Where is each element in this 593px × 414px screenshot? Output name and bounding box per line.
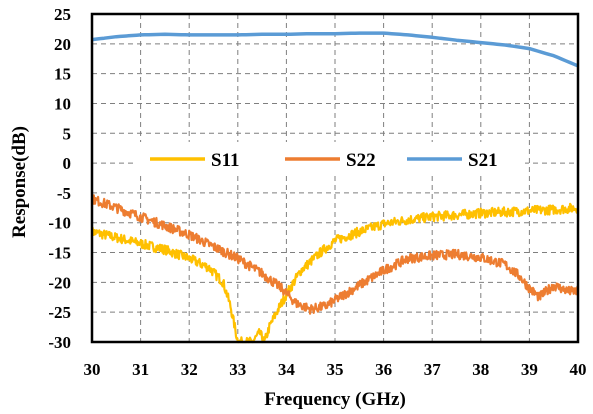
y-tick-label: -30 [48, 333, 71, 352]
tick-labels: 30 31 32 33 34 35 36 37 38 39 40 25 20 15 10 5 0 -5 -10 -15… [48, 5, 586, 379]
x-tick-label: 35 [327, 360, 344, 379]
y-tick-label: 15 [54, 65, 71, 84]
series-line-s11 [90, 202, 580, 344]
x-tick-label: 37 [424, 360, 442, 379]
y-tick-label: 10 [54, 94, 71, 113]
y-axis-title: Response(dB) [9, 126, 30, 238]
legend-label-s22: S22 [346, 150, 376, 171]
x-tick-label: 32 [181, 360, 198, 379]
x-tick-label: 36 [375, 360, 392, 379]
x-tick-label: 40 [570, 360, 587, 379]
y-tick-label: 25 [54, 5, 71, 24]
legend-label-s11: S11 [211, 150, 240, 171]
x-tick-label: 31 [132, 360, 149, 379]
grid-lines [92, 14, 578, 342]
y-tick-label: -5 [57, 184, 71, 203]
x-tick-label: 38 [472, 360, 489, 379]
y-tick-label: 0 [63, 154, 72, 173]
x-axis-title: Frequency (GHz) [264, 389, 406, 410]
series-layer [90, 31, 580, 344]
y-tick-label: 20 [54, 35, 71, 54]
y-tick-label: 5 [63, 124, 72, 143]
y-tick-label: -20 [48, 273, 71, 292]
plot-frame [90, 12, 580, 344]
series-line-s22 [91, 194, 580, 315]
x-tick-label: 34 [278, 360, 296, 379]
x-tick-label: 30 [84, 360, 101, 379]
x-tick-label: 33 [229, 360, 246, 379]
legend: S11 S22 S21 [135, 142, 525, 176]
legend-label-s21: S21 [468, 150, 498, 171]
y-tick-label: -15 [48, 244, 71, 263]
y-tick-label: -10 [48, 214, 71, 233]
x-tick-label: 39 [521, 360, 538, 379]
series-line-s21 [91, 31, 579, 68]
y-tick-label: -25 [48, 303, 71, 322]
